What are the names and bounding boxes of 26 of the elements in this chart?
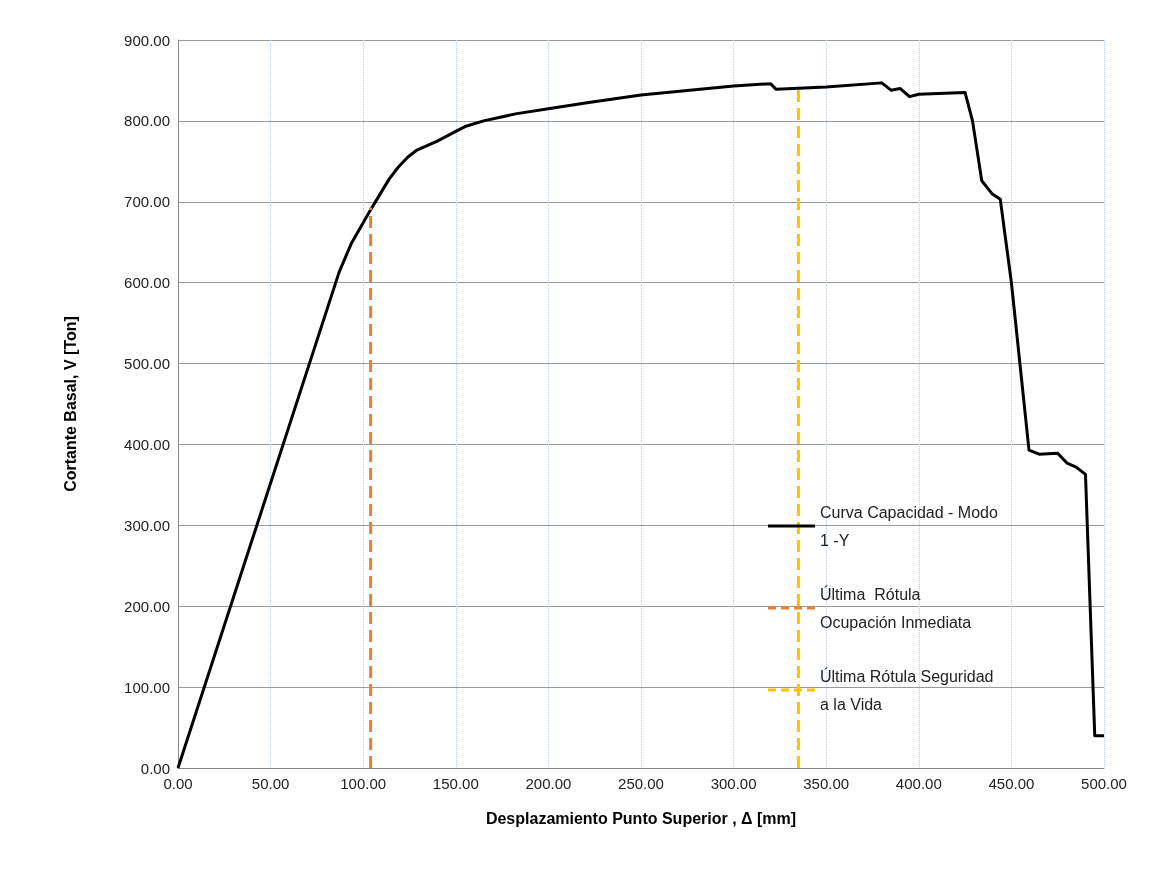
y-tick-label: 300.00 — [124, 516, 170, 534]
x-tick-label: 450.00 — [988, 775, 1035, 792]
x-tick-label: 250.00 — [618, 775, 664, 792]
y-tick-label: 700.00 — [124, 193, 170, 211]
y-tick-label: 500.00 — [124, 355, 170, 373]
legend-label: Última Rótula Seguridad a la Vida — [820, 666, 998, 713]
y-tick-label: 0.00 — [140, 759, 170, 777]
legend-label: Curva Capacidad - Modo 1 -Y — [820, 503, 1003, 549]
y-tick-label: 900.00 — [124, 31, 170, 49]
y-tick-label: 200.00 — [124, 597, 170, 615]
x-tick-label: 300.00 — [710, 775, 757, 792]
y-tick-label: 600.00 — [124, 274, 170, 292]
y-tick-label: 400.00 — [124, 435, 170, 453]
x-tick-label: 0.00 — [163, 775, 193, 792]
x-tick-label: 200.00 — [525, 775, 572, 792]
y-axis-title: Cortante Basal, V [Ton] — [61, 316, 79, 492]
x-tick-label: 150.00 — [432, 775, 479, 792]
x-tick-label: 50.00 — [251, 775, 290, 792]
x-tick-label: 500.00 — [1081, 775, 1127, 792]
y-tick-label: 100.00 — [124, 678, 170, 696]
x-tick-label: 350.00 — [803, 775, 850, 792]
legend-label: Última Rótula Ocupación Inmediata — [820, 584, 972, 631]
x-tick-label: 100.00 — [340, 775, 387, 792]
x-axis-title: Desplazamiento Punto Superior , Δ [mm] — [485, 809, 797, 827]
x-tick-label: 400.00 — [895, 775, 942, 792]
y-tick-label: 800.00 — [124, 112, 170, 130]
